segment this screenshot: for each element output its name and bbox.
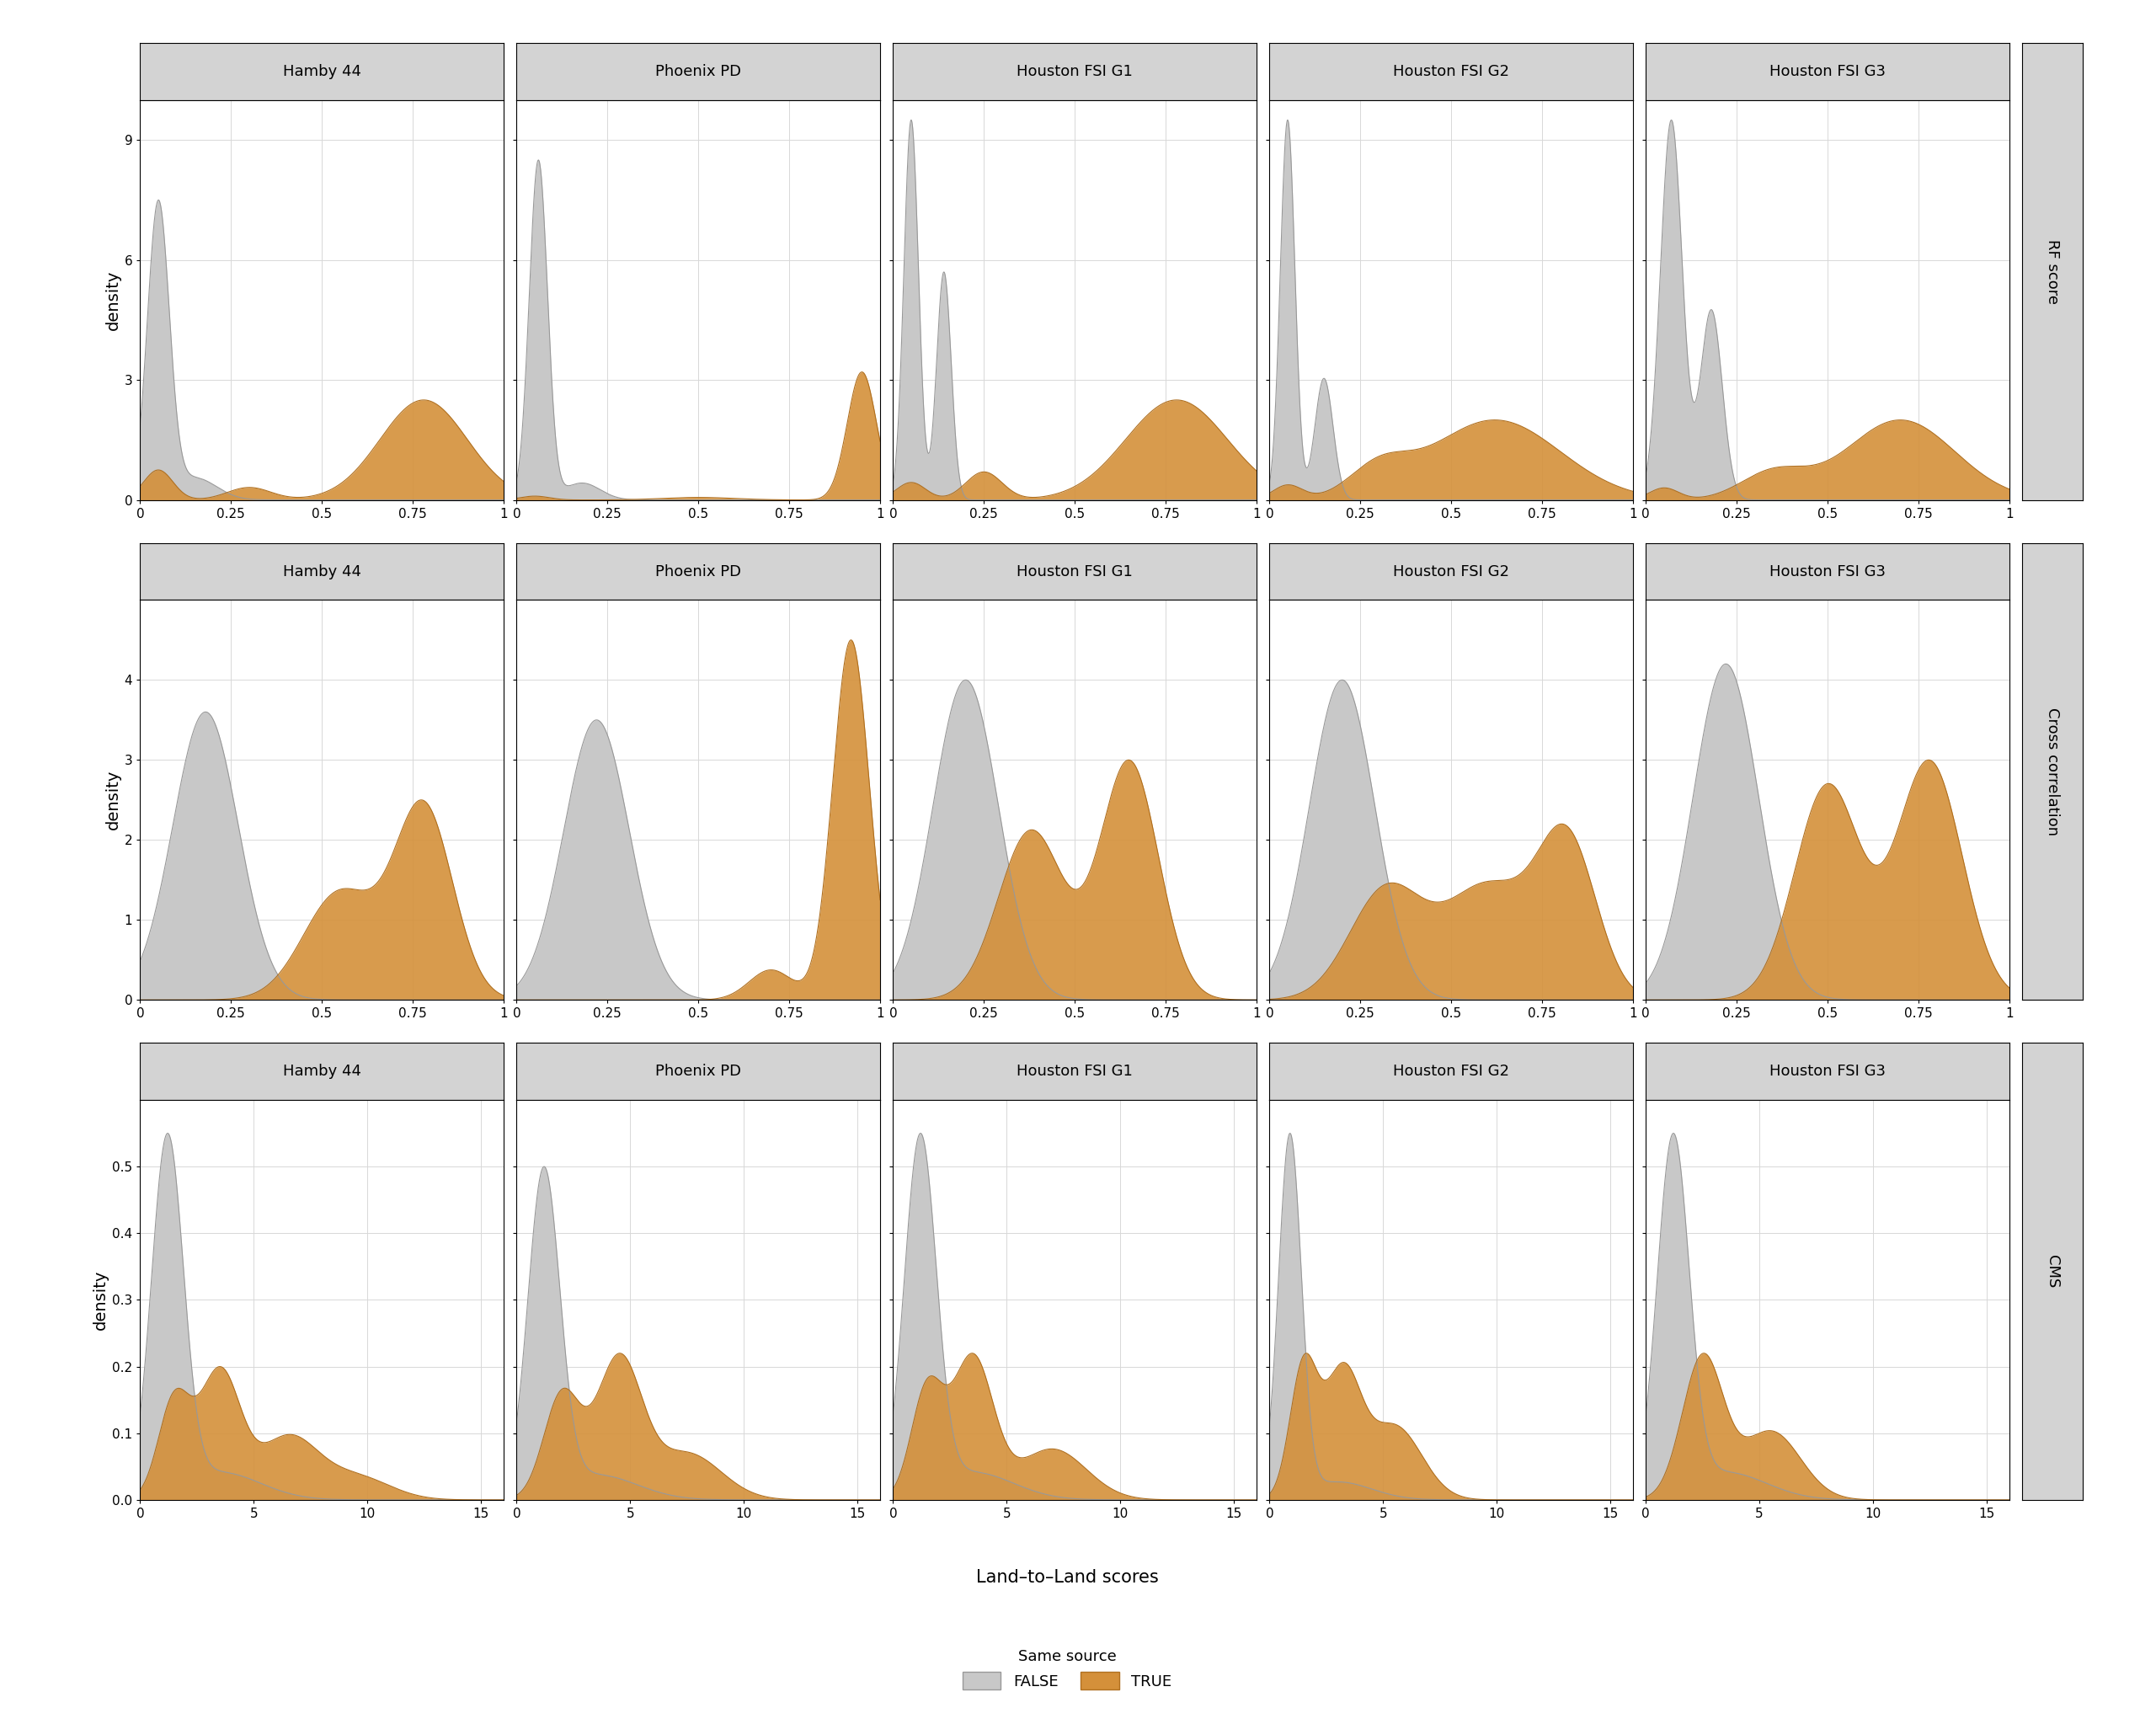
Legend: FALSE, TRUE: FALSE, TRUE bbox=[957, 1643, 1177, 1696]
Text: Hamby 44: Hamby 44 bbox=[282, 64, 360, 79]
Text: Land–to–Land scores: Land–to–Land scores bbox=[977, 1569, 1158, 1586]
Y-axis label: density: density bbox=[106, 271, 121, 329]
Text: Houston FSI G2: Houston FSI G2 bbox=[1393, 564, 1509, 579]
Text: Houston FSI G1: Houston FSI G1 bbox=[1018, 64, 1132, 79]
Text: Houston FSI G3: Houston FSI G3 bbox=[1770, 1064, 1886, 1079]
Y-axis label: density: density bbox=[106, 771, 121, 829]
Text: Houston FSI G3: Houston FSI G3 bbox=[1770, 564, 1886, 579]
Text: CMS: CMS bbox=[2044, 1255, 2061, 1288]
Text: Phoenix PD: Phoenix PD bbox=[655, 64, 742, 79]
Text: Houston FSI G2: Houston FSI G2 bbox=[1393, 64, 1509, 79]
Text: Hamby 44: Hamby 44 bbox=[282, 564, 360, 579]
Text: Houston FSI G3: Houston FSI G3 bbox=[1770, 64, 1886, 79]
Text: RF score: RF score bbox=[2044, 240, 2061, 303]
Text: Phoenix PD: Phoenix PD bbox=[655, 1064, 742, 1079]
Text: Houston FSI G1: Houston FSI G1 bbox=[1018, 564, 1132, 579]
Text: Phoenix PD: Phoenix PD bbox=[655, 564, 742, 579]
Text: Cross correlation: Cross correlation bbox=[2044, 707, 2061, 836]
Text: Houston FSI G1: Houston FSI G1 bbox=[1018, 1064, 1132, 1079]
Text: Houston FSI G2: Houston FSI G2 bbox=[1393, 1064, 1509, 1079]
Y-axis label: density: density bbox=[93, 1271, 108, 1329]
Text: Hamby 44: Hamby 44 bbox=[282, 1064, 360, 1079]
